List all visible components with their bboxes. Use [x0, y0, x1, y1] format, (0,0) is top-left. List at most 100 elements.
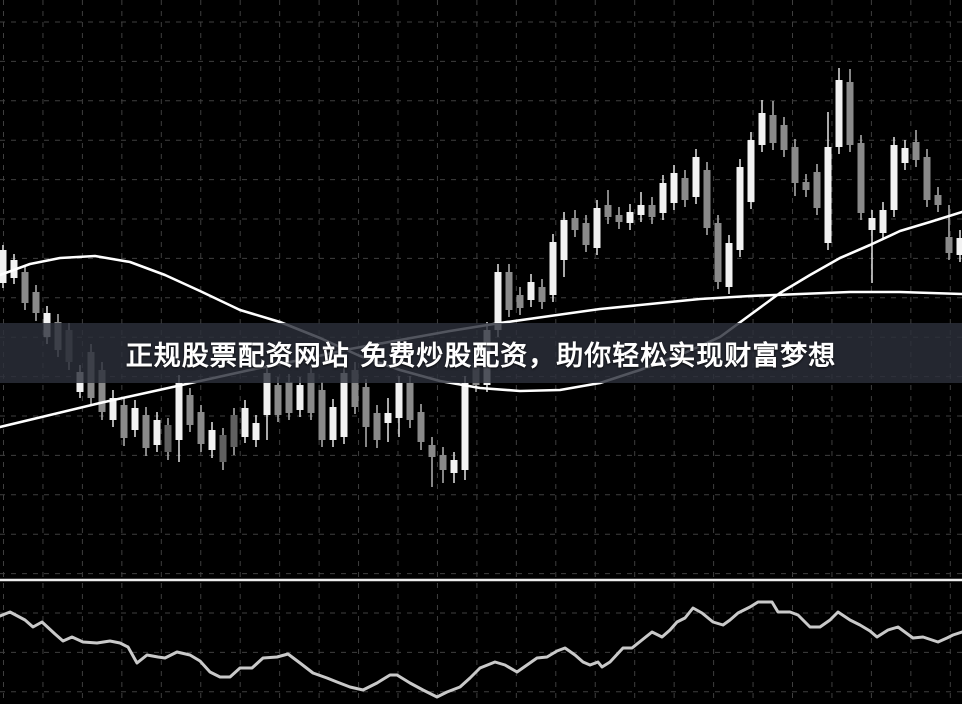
candlestick — [747, 132, 755, 209]
candle-body — [274, 385, 282, 415]
candlestick — [241, 400, 249, 443]
candle-body — [835, 80, 843, 147]
candle-body — [153, 420, 161, 445]
candlestick — [32, 285, 40, 321]
candlestick — [791, 139, 799, 196]
candle-body — [703, 170, 711, 228]
candlestick — [857, 135, 865, 220]
candlestick — [604, 190, 612, 224]
candlestick — [395, 376, 403, 437]
ma-fast-line — [0, 210, 962, 393]
candle-body — [934, 195, 942, 205]
candle-body — [549, 242, 557, 295]
candlestick — [175, 375, 183, 462]
candlestick — [912, 130, 920, 167]
candle-body — [637, 205, 645, 215]
candle-body — [263, 373, 271, 415]
candle-body — [615, 215, 623, 222]
candlestick — [406, 376, 414, 428]
candlestick — [142, 407, 150, 456]
candle-body — [307, 373, 315, 413]
candle-body — [571, 218, 579, 230]
candlestick — [186, 388, 194, 432]
candlestick — [505, 264, 513, 317]
candlestick — [230, 408, 238, 455]
candle-body — [406, 383, 414, 420]
candle-body — [824, 147, 832, 243]
candle-body — [604, 205, 612, 217]
candlestick — [439, 447, 447, 483]
candle-body — [670, 173, 678, 203]
candle-body — [318, 390, 326, 440]
candle-body — [351, 370, 359, 407]
candle-body — [802, 182, 810, 190]
candle-body — [252, 423, 260, 440]
candlestick — [769, 101, 777, 150]
candle-body — [131, 408, 139, 430]
candlestick — [736, 159, 744, 257]
candlestick — [527, 274, 535, 307]
candle-body — [285, 382, 293, 413]
candle-body — [98, 370, 106, 412]
candlestick — [164, 418, 172, 460]
candlestick — [450, 452, 458, 483]
candle-body — [692, 157, 700, 197]
candlestick — [681, 170, 689, 207]
candle-body — [0, 250, 7, 283]
candlestick — [318, 382, 326, 447]
candle-body — [846, 82, 854, 145]
candlestick — [252, 415, 260, 447]
candlestick — [593, 200, 601, 255]
candle-body — [538, 287, 546, 302]
candlestick — [956, 230, 962, 262]
candle-body — [912, 142, 920, 160]
candle-body — [241, 408, 249, 437]
candlestick — [835, 68, 843, 154]
candle-body — [384, 413, 392, 423]
candle-body — [450, 460, 458, 473]
candlestick — [758, 100, 766, 152]
candle-body — [736, 167, 744, 250]
candlestick — [0, 245, 7, 288]
promo-banner-text: 正规股票配资网站 免费炒股配资，助你轻松实现财富梦想 — [125, 340, 837, 372]
candlestick — [923, 149, 931, 207]
candle-body — [461, 383, 469, 470]
candle-body — [439, 455, 447, 470]
candlestick — [296, 377, 304, 417]
candle-body — [901, 148, 909, 163]
candlestick — [659, 175, 667, 220]
candle-body — [593, 208, 601, 248]
candlestick — [274, 377, 282, 422]
candle-body — [780, 125, 788, 150]
candle-body — [32, 292, 40, 313]
candlestick — [824, 112, 832, 250]
candlestick-series — [0, 68, 962, 487]
candle-body — [142, 415, 150, 448]
candlestick — [637, 192, 645, 222]
candlestick — [21, 265, 29, 310]
candle-body — [164, 425, 172, 452]
candlestick — [582, 215, 590, 252]
candlestick — [428, 437, 436, 487]
candle-body — [362, 387, 370, 427]
candlestick — [945, 205, 953, 260]
candlestick — [725, 235, 733, 294]
candle-body — [505, 272, 513, 310]
candle-body — [186, 395, 194, 425]
candlestick — [373, 405, 381, 448]
candle-body — [208, 430, 216, 450]
candlestick — [560, 212, 568, 277]
candlestick — [516, 287, 524, 315]
candlestick — [934, 187, 942, 212]
candlestick — [703, 162, 711, 235]
candle-body — [395, 383, 403, 418]
candlestick — [571, 210, 579, 237]
candle-body — [769, 115, 777, 143]
promo-banner: 正规股票配资网站 免费炒股配资，助你轻松实现财富梦想 — [0, 323, 962, 383]
candle-body — [923, 157, 931, 200]
candlestick — [362, 379, 370, 447]
candlestick — [648, 197, 656, 224]
candle-body — [758, 113, 766, 145]
candlestick — [461, 376, 469, 480]
